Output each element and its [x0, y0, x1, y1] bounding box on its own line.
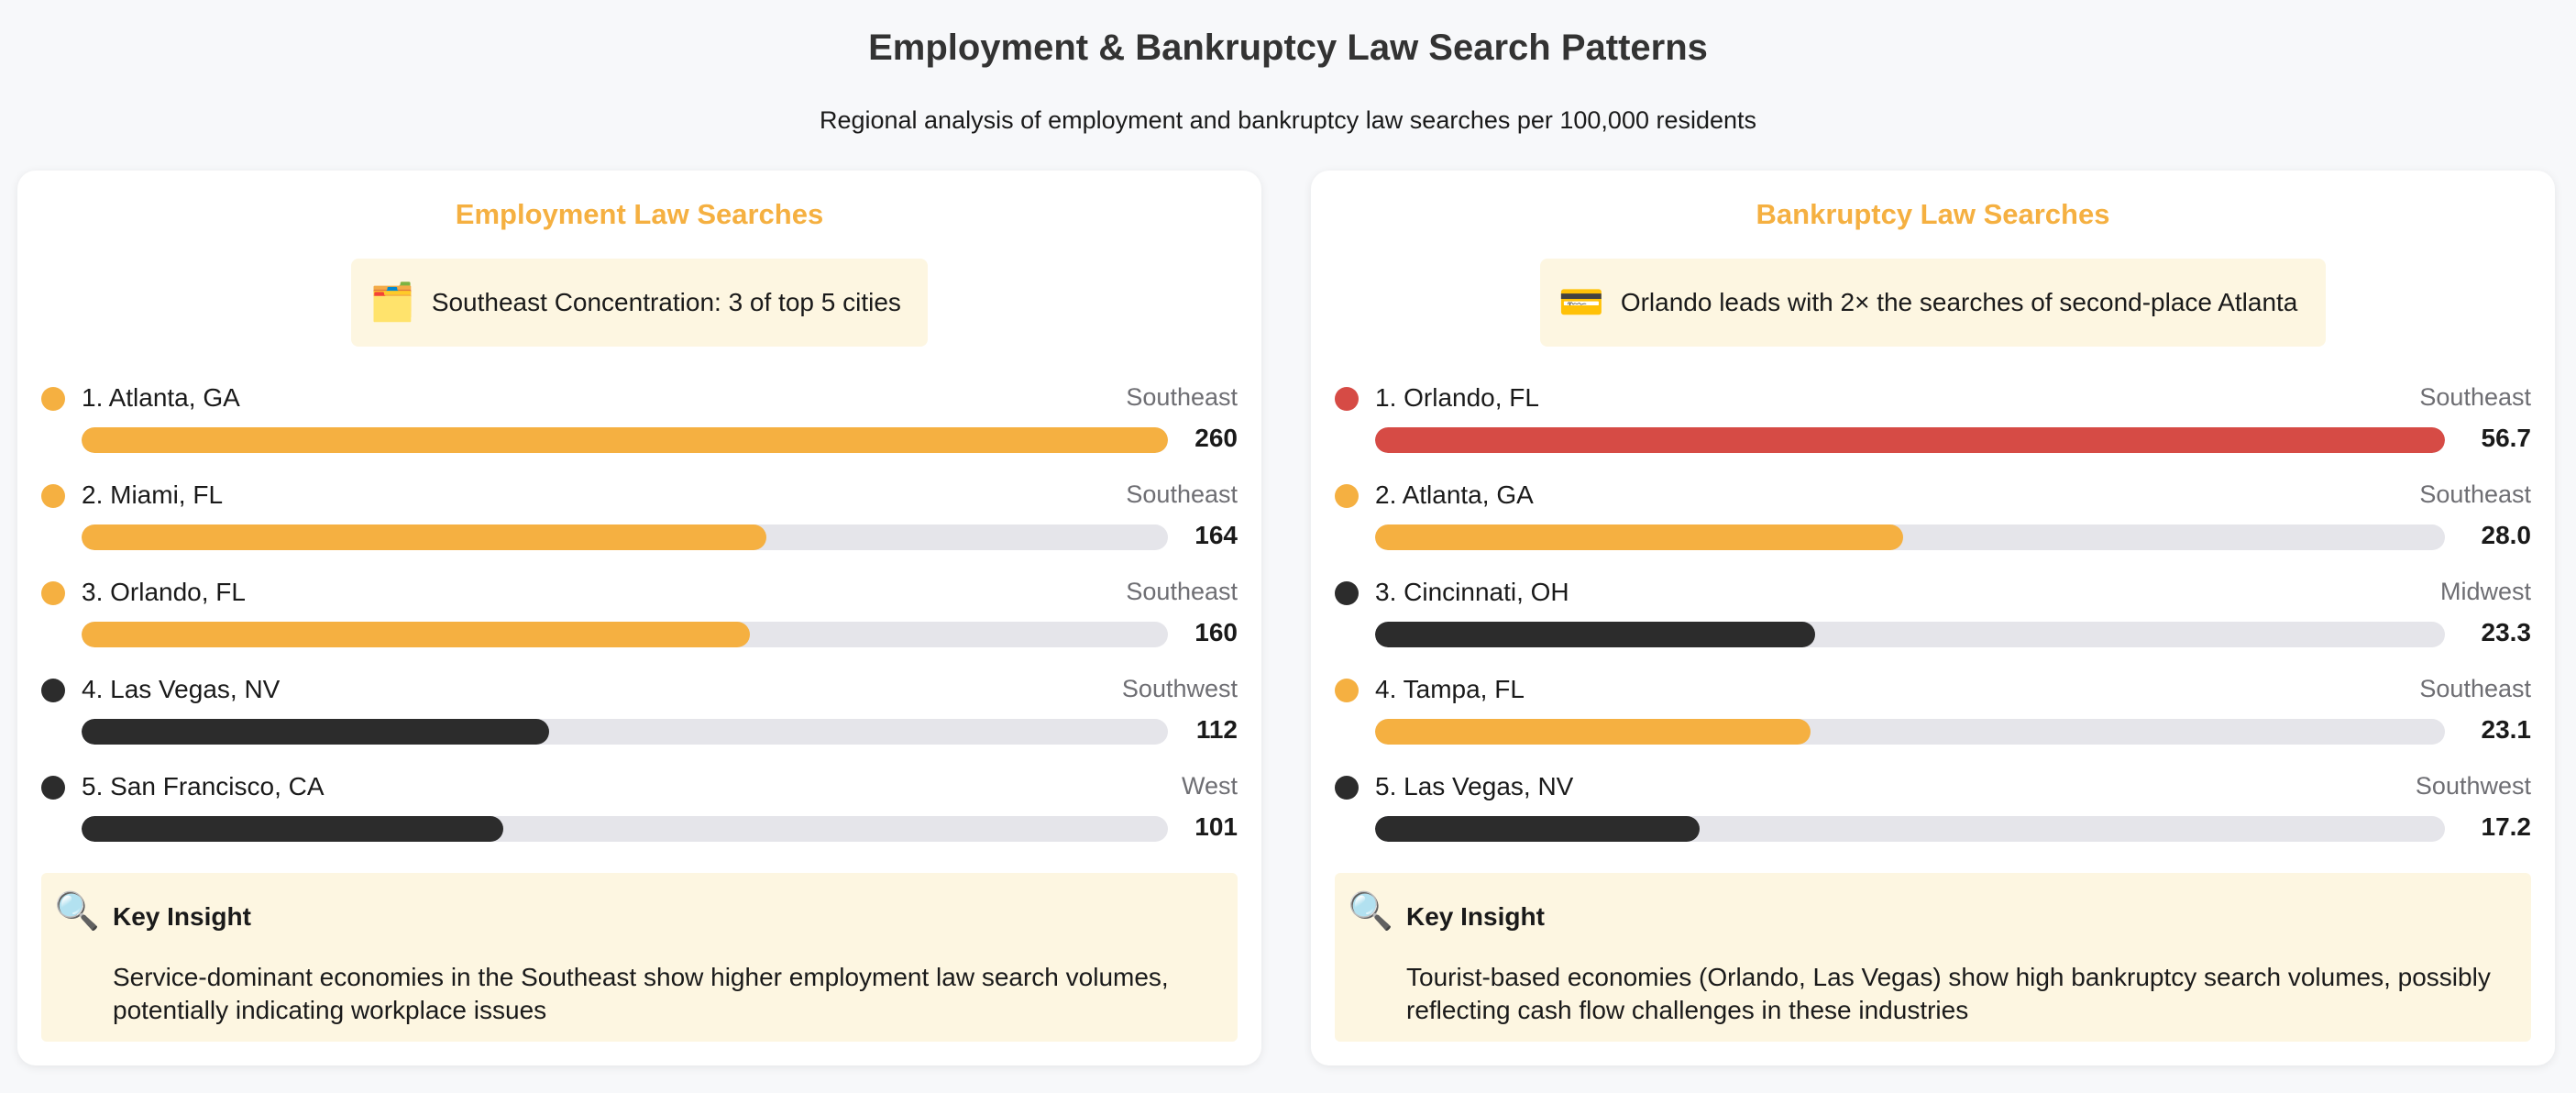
region-dot: [41, 679, 65, 702]
city-label: 4. Tampa, FL: [1375, 675, 1525, 703]
value-label: 56.7: [2481, 424, 2532, 452]
bar-track: [82, 427, 1168, 453]
bar-row: 2. Miami, FL Southeast 164: [41, 477, 1238, 574]
bankruptcy-bar-chart: 1. Orlando, FL Southeast 56.7 2. Atlanta, G…: [1335, 380, 2531, 866]
region-label: Midwest: [2439, 578, 2531, 605]
page-title: Employment & Bankruptcy Law Search Patte…: [868, 28, 1708, 68]
value-label: 101: [1194, 812, 1238, 841]
region-dot: [1335, 679, 1359, 702]
panel-title: Employment Law Searches: [455, 198, 824, 230]
city-label: 1. Orlando, FL: [1375, 383, 1539, 412]
insight-title: Key Insight: [113, 902, 251, 931]
bar: [1375, 719, 1811, 745]
bar-row: 4. Tampa, FL Southeast 23.1: [1335, 671, 2531, 768]
bar-row: 1. Orlando, FL Southeast 56.7: [1335, 380, 2531, 477]
value-label: 160: [1194, 618, 1238, 646]
city-label: 2. Atlanta, GA: [1375, 480, 1534, 509]
insight-title: Key Insight: [1406, 902, 1545, 931]
region-label: Southeast: [1126, 480, 1238, 508]
value-label: 23.3: [2481, 618, 2532, 646]
region-label: Southwest: [1121, 675, 1238, 702]
bar: [1375, 622, 1815, 647]
employment-bar-chart: 1. Atlanta, GA Southeast 260 2. Miami, FL So…: [41, 380, 1238, 866]
region-label: Southwest: [2415, 772, 2531, 800]
bar-row: 3. Cincinnati, OH Midwest 23.3: [1335, 574, 2531, 671]
region-dot: [1335, 776, 1359, 800]
insight-text: Service-dominant economies in the Southe…: [113, 963, 1169, 1024]
region-dot: [41, 776, 65, 800]
key-insight-box: 🔍 Key Insight Tourist-based economies (O…: [1335, 873, 2531, 1042]
bar: [1375, 816, 1700, 842]
magnifier-icon: 🔍: [1348, 891, 1393, 932]
bar: [1375, 427, 2445, 453]
bar: [1375, 524, 1904, 550]
city-label: 2. Miami, FL: [82, 480, 224, 509]
bar-track: [1375, 719, 2445, 745]
key-insight-box: 🔍 Key Insight Service-dominant economies…: [41, 873, 1238, 1042]
city-label: 3. Cincinnati, OH: [1375, 578, 1569, 606]
bar-track: [82, 816, 1168, 842]
bar-row: 2. Atlanta, GA Southeast 28.0: [1335, 477, 2531, 574]
value-label: 28.0: [2481, 521, 2532, 549]
city-label: 4. Las Vegas, NV: [82, 675, 281, 703]
region-label: Southeast: [2419, 383, 2531, 411]
bar-track: [1375, 524, 2445, 550]
bar-track: [82, 524, 1168, 550]
employment-panel: Employment Law Searches 🗂️ Southeast Con…: [17, 171, 1261, 1065]
bar-row: 3. Orlando, FL Southeast 160: [41, 574, 1238, 671]
credit-card-icon: 💳: [1558, 282, 1604, 323]
highlight-text: Orlando leads with 2× the searches of se…: [1620, 288, 2298, 316]
bar-row: 5. San Francisco, CA West 101: [41, 768, 1238, 866]
highlight-callout: 🗂️ Southeast Concentration: 3 of top 5 c…: [351, 259, 928, 347]
magnifier-icon: 🔍: [54, 891, 100, 932]
region-dot: [1335, 484, 1359, 508]
value-label: 23.1: [2481, 715, 2532, 744]
city-label: 5. San Francisco, CA: [82, 772, 325, 800]
page-subtitle: Regional analysis of employment and bank…: [819, 106, 1757, 134]
region-dot: [41, 581, 65, 605]
bar: [82, 427, 1168, 453]
bar-track: [1375, 816, 2445, 842]
bar: [82, 816, 504, 842]
bar-row: 5. Las Vegas, NV Southwest 17.2: [1335, 768, 2531, 866]
file-folder-icon: 🗂️: [369, 282, 415, 323]
region-label: Southeast: [2419, 480, 2531, 508]
bar: [82, 524, 767, 550]
region-dot: [41, 484, 65, 508]
region-dot: [1335, 387, 1359, 411]
region-label: Southeast: [1126, 578, 1238, 605]
city-label: 1. Atlanta, GA: [82, 383, 240, 412]
bar: [82, 719, 550, 745]
bankruptcy-panel: Bankruptcy Law Searches 💳 Orlando leads …: [1311, 171, 2555, 1065]
value-label: 112: [1195, 715, 1238, 744]
region-dot: [41, 387, 65, 411]
insight-text: Tourist-based economies (Orlando, Las Ve…: [1406, 963, 2491, 1024]
bar-row: 4. Las Vegas, NV Southwest 112: [41, 671, 1238, 768]
highlight-callout: 💳 Orlando leads with 2× the searches of …: [1540, 259, 2326, 347]
bar: [82, 622, 751, 647]
value-label: 260: [1194, 424, 1238, 452]
region-label: Southeast: [2419, 675, 2531, 702]
value-label: 164: [1194, 521, 1238, 549]
value-label: 17.2: [2481, 812, 2532, 841]
highlight-text: Southeast Concentration: 3 of top 5 citi…: [431, 288, 901, 316]
bar-track: [1375, 427, 2445, 453]
city-label: 3. Orlando, FL: [82, 578, 246, 606]
bar-track: [82, 622, 1168, 647]
bar-track: [1375, 622, 2445, 647]
bar-row: 1. Atlanta, GA Southeast 260: [41, 380, 1238, 477]
bar-track: [82, 719, 1168, 745]
region-label: Southeast: [1126, 383, 1238, 411]
panel-title: Bankruptcy Law Searches: [1756, 198, 2110, 230]
region-dot: [1335, 581, 1359, 605]
city-label: 5. Las Vegas, NV: [1375, 772, 1574, 800]
region-label: West: [1181, 772, 1238, 800]
